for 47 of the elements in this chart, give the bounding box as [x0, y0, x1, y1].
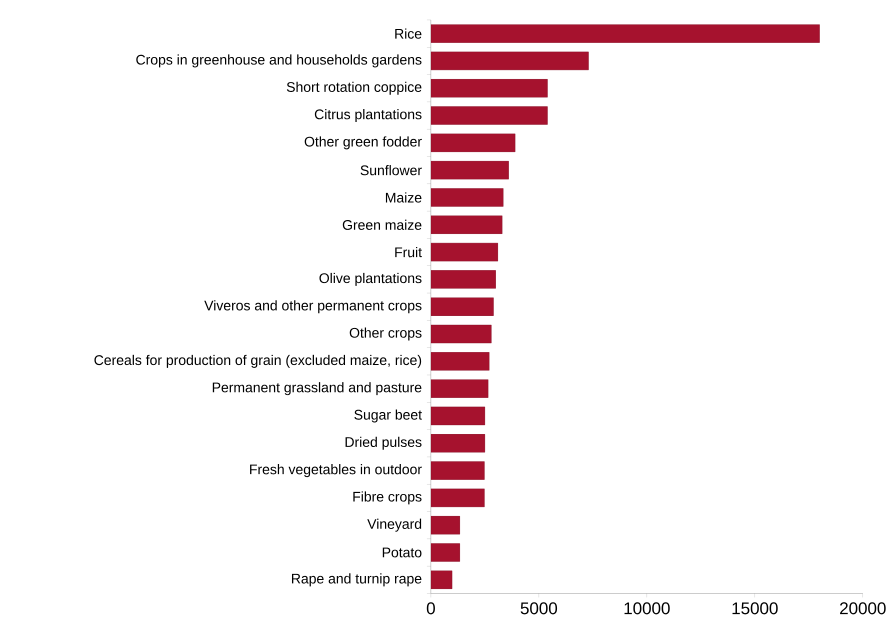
y-tick-label: Crops in greenhouse and households gardens [136, 54, 422, 68]
bar [430, 379, 488, 398]
bar [430, 488, 485, 507]
bar [430, 297, 494, 316]
y-tick-label: Cereals for production of grain (excluded maize, rice) [94, 354, 422, 368]
bar [430, 160, 509, 180]
y-tick-label: Permanent grassland and pasture [212, 382, 422, 395]
y-tick-label: Sunflower [360, 164, 422, 176]
y-tick-label: Short rotation coppice [286, 82, 422, 95]
x-tick-label: 5000 [520, 602, 558, 614]
x-tick-label: 20000 [840, 602, 886, 614]
bar [430, 570, 452, 589]
y-tick-label: Other green fodder [304, 136, 422, 150]
bar [430, 188, 504, 206]
y-tick-label: Other crops [350, 327, 422, 340]
y-tick-label: Olive plantations [319, 272, 422, 286]
bar [430, 133, 516, 152]
bar [430, 78, 548, 98]
y-tick-label: Green maize [342, 219, 422, 230]
bar [430, 24, 820, 43]
y-tick-label: Rice [395, 28, 422, 39]
y-tick-label: Vineyard [367, 518, 422, 532]
x-tick-label: 15000 [732, 602, 778, 614]
bar [430, 324, 492, 344]
y-tick-label: Fibre crops [353, 491, 422, 504]
x-tick-label: 0 [426, 602, 435, 614]
y-tick-label: Viveros and other permanent crops [204, 300, 422, 314]
y-tick-label: Maize [386, 192, 422, 202]
y-tick-label: Citrus plantations [314, 108, 422, 122]
y-tick-label: Dried pulses [346, 436, 422, 450]
bar [430, 406, 486, 425]
bar [430, 434, 486, 452]
bar [430, 52, 589, 70]
bar [430, 352, 490, 370]
bar [430, 543, 460, 562]
bar [430, 242, 498, 262]
y-tick-label: Fruit [395, 246, 422, 258]
bar [430, 270, 496, 288]
y-tick-label: Fresh vegetables in outdoor [250, 464, 422, 477]
y-tick-label: Potato [382, 547, 422, 558]
bar [430, 106, 548, 125]
bar [430, 461, 485, 480]
y-tick-label: Rape and turnip rape [292, 573, 422, 586]
y-tick-label: Sugar beet [354, 409, 422, 422]
bar [430, 215, 502, 234]
x-tick-label: 10000 [624, 602, 670, 614]
bar [430, 516, 460, 534]
